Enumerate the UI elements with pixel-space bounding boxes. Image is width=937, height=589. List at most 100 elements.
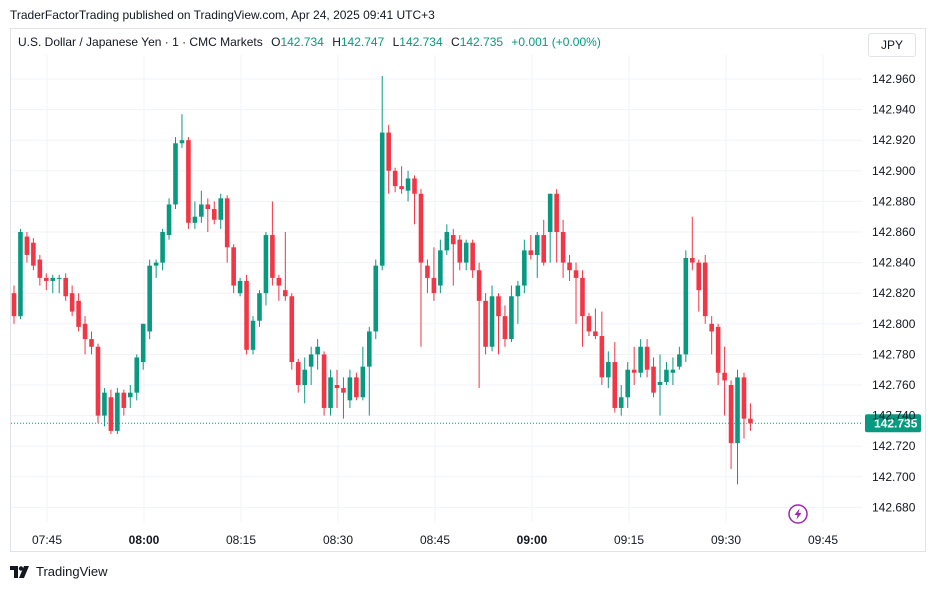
candle-body <box>502 316 508 340</box>
high-label: H <box>332 35 341 49</box>
candle-body <box>431 277 437 294</box>
candle-body <box>696 262 702 291</box>
candle <box>24 232 30 263</box>
candle <box>211 201 217 225</box>
candle-body <box>95 346 101 416</box>
candle <box>76 293 81 332</box>
flash-icon[interactable] <box>788 504 808 524</box>
candle <box>728 380 734 470</box>
candle <box>709 316 714 355</box>
close-label: C <box>451 35 460 49</box>
brand-name: TradingView <box>36 564 108 579</box>
candle <box>121 389 127 416</box>
candle-body <box>308 354 314 367</box>
candle <box>328 369 333 416</box>
candle-body <box>289 296 295 363</box>
candle-body <box>328 377 333 408</box>
candle-body <box>121 392 127 408</box>
candle <box>612 342 618 413</box>
candle-body <box>257 293 262 321</box>
price-tick-label: 142.880 <box>872 194 916 208</box>
low-value: 142.734 <box>399 35 443 49</box>
candle-body <box>612 362 618 408</box>
candle-body <box>418 193 424 263</box>
candle-body <box>483 300 488 347</box>
candle-body <box>690 258 695 263</box>
candle-body <box>315 346 320 355</box>
candle-body <box>354 377 359 398</box>
candle-body <box>63 277 68 297</box>
candle-body <box>715 326 721 373</box>
candle-body <box>702 262 708 317</box>
candle-body <box>528 250 534 255</box>
price-tick-label: 142.900 <box>872 164 916 178</box>
chart-frame <box>10 28 926 552</box>
candle <box>606 351 611 389</box>
candle <box>373 259 379 340</box>
candle <box>651 357 656 398</box>
candle <box>56 274 62 294</box>
candle <box>347 369 353 408</box>
candle-body <box>108 397 114 431</box>
candle <box>489 285 495 352</box>
candle <box>250 316 256 355</box>
candle <box>741 372 747 439</box>
candle-body <box>664 369 669 382</box>
candle-body <box>321 354 327 408</box>
candle-body <box>341 388 346 393</box>
candle <box>108 389 114 434</box>
candle <box>173 137 178 210</box>
candle-body <box>115 392 120 431</box>
tradingview-logo-icon <box>10 565 29 578</box>
candle-body <box>179 140 185 144</box>
candle-body <box>367 331 372 367</box>
candle-body <box>748 418 753 424</box>
candle-body <box>386 132 391 171</box>
candle-body <box>82 323 88 340</box>
candle-body <box>44 277 49 281</box>
candle-body <box>283 290 288 297</box>
candle <box>334 369 340 408</box>
candle-body <box>450 235 456 245</box>
footer-brand[interactable]: TradingView <box>10 564 108 579</box>
candle-body <box>580 277 585 317</box>
candle-body <box>89 339 94 347</box>
candle <box>321 351 327 416</box>
price-axis: 142.960 142.940 142.920 142.900 142.880 142.8… <box>872 72 916 514</box>
candle-body <box>476 270 482 301</box>
candle-body <box>560 232 566 263</box>
candle <box>63 273 68 301</box>
change-value: +0.001 (+0.00%) <box>511 35 601 49</box>
candle-body <box>631 369 637 373</box>
candle-body <box>541 235 547 263</box>
price-tick-label: 142.780 <box>872 347 916 361</box>
candle <box>722 346 727 416</box>
candle-body <box>741 377 747 419</box>
time-tick-label: 09:30 <box>711 533 741 547</box>
candle <box>11 285 17 324</box>
candle <box>560 219 566 278</box>
candle-body <box>515 285 521 297</box>
candle <box>302 357 307 404</box>
candle <box>502 305 508 347</box>
candle <box>153 259 159 278</box>
candle <box>644 339 650 378</box>
candle <box>554 189 559 263</box>
currency-button[interactable]: JPY <box>868 33 916 57</box>
candle-body <box>534 235 540 255</box>
price-tick-label: 142.840 <box>872 256 916 270</box>
candle <box>218 193 224 229</box>
candle-body <box>127 392 133 398</box>
price-tick-label: 142.760 <box>872 378 916 392</box>
candle <box>354 372 359 401</box>
candle-body <box>644 346 650 370</box>
candle-body <box>547 193 553 232</box>
publisher-caption: TraderFactorTrading published on Trading… <box>10 8 435 22</box>
candle <box>283 232 288 301</box>
candle <box>638 339 643 378</box>
candle-body <box>295 362 301 385</box>
candle <box>257 290 262 327</box>
candle-body <box>153 262 159 266</box>
candle <box>735 369 740 485</box>
